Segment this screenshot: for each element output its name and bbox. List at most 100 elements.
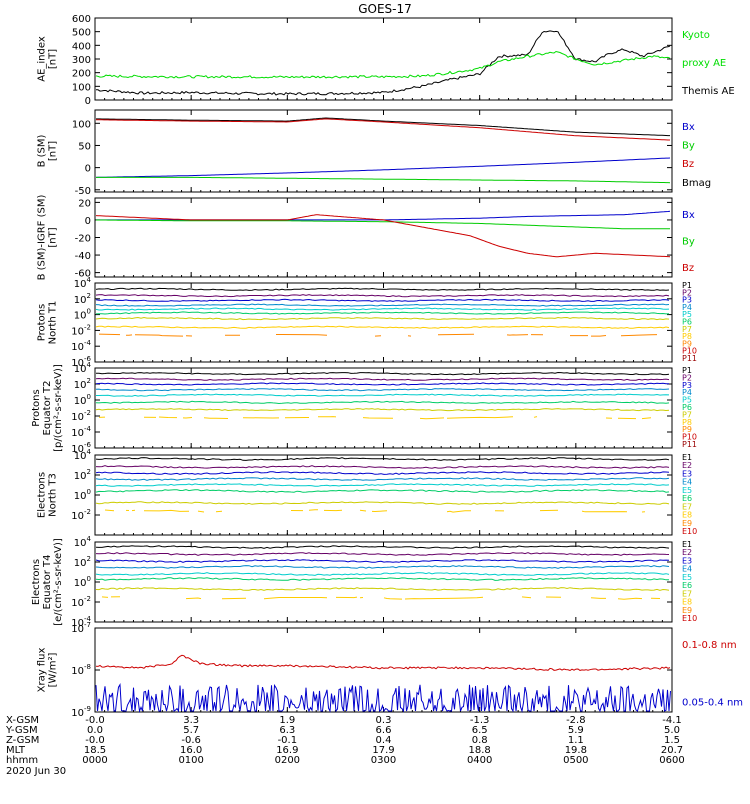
y-axis-label: AE_index	[37, 36, 48, 82]
y-tick-label: 104	[74, 535, 92, 549]
x-row-value: 18.8	[469, 745, 491, 756]
series-line-ae-0	[96, 30, 671, 96]
y-tick-exponent: -2	[84, 409, 91, 417]
legend-protons_n-7: P8	[682, 332, 692, 341]
flux-line-protons_n-6	[95, 316, 670, 321]
flux-line-protons_e-7	[99, 417, 654, 419]
plot-date: 2020 Jun 30	[6, 766, 66, 777]
series-line-bsm-3	[96, 176, 671, 184]
flux-line-electrons_n-4	[95, 483, 670, 487]
x-row-label: Y-GSM	[5, 725, 38, 736]
x-row-value: -4.1	[662, 715, 682, 726]
x-row-value: 6.5	[472, 725, 488, 736]
flux-line-electrons_n-7	[105, 510, 654, 512]
x-row-value: 6.3	[279, 725, 295, 736]
y-tick-exponent: -4	[84, 615, 92, 623]
y-tick-label: 102	[74, 377, 91, 391]
x-row-value: 18.5	[84, 745, 106, 756]
legend-protons_e-0: P1	[682, 366, 692, 375]
y-axis-label: Electrons	[37, 472, 48, 518]
y-tick-label: 300	[72, 55, 91, 66]
flux-line-electrons_n-6	[95, 501, 670, 505]
flux-line-electrons_n-1	[95, 465, 670, 469]
flux-line-electrons_e-7	[101, 596, 661, 600]
flux-line-protons_e-6	[95, 408, 670, 412]
legend-electrons_e-1: E2	[682, 548, 692, 557]
x-row-value: 5.7	[183, 725, 199, 736]
y-tick-label: 10-2	[71, 409, 91, 423]
y-tick-exponent: -9	[84, 705, 91, 713]
y-axis-label: [nT]	[48, 141, 59, 161]
legend-electrons_e-8: E9	[682, 606, 692, 615]
y-tick-exponent: 0	[87, 393, 91, 401]
y-tick-exponent: -7	[84, 621, 91, 629]
flux-line-electrons_e-0	[95, 545, 670, 549]
y-tick-label: 102	[74, 468, 91, 482]
y-tick-label: -40	[75, 251, 91, 262]
y-axis-label: Protons	[31, 389, 42, 426]
y-tick-exponent: 4	[87, 276, 92, 284]
legend-protons_n-3: P4	[682, 303, 692, 312]
y-tick-label: 200	[72, 69, 91, 80]
legend-ae-1: proxy AE	[682, 58, 726, 69]
legend-protons_n-5: P6	[682, 318, 692, 327]
legend-protons_e-5: P6	[682, 403, 692, 412]
y-tick-label: 10-2	[71, 508, 91, 522]
x-row-value: -2.8	[566, 715, 586, 726]
y-tick-exponent: -6	[84, 355, 92, 363]
legend-electrons_n-0: E1	[682, 453, 692, 462]
legend-electrons_e-3: E4	[682, 565, 692, 574]
flux-line-protons_n-3	[95, 303, 670, 307]
y-tick-label: 50	[78, 141, 91, 152]
flux-line-electrons_n-5	[95, 489, 670, 493]
x-row-value: 1.9	[279, 715, 295, 726]
x-row-label: hhmm	[6, 755, 38, 766]
y-tick-label: 400	[72, 41, 91, 52]
plot-title: GOES-17	[358, 2, 412, 16]
y-tick-exponent: 2	[87, 377, 91, 385]
y-tick-label: -20	[75, 234, 91, 245]
legend-protons_n-8: P9	[682, 339, 692, 348]
legend-protons_e-1: P2	[682, 373, 692, 382]
legend-electrons_e-5: E6	[682, 581, 692, 590]
flux-line-protons_e-1	[95, 377, 670, 381]
y-axis-label: [nT]	[48, 227, 59, 247]
legend-electrons_e-2: E3	[682, 556, 692, 565]
x-row-value: -1.3	[470, 715, 490, 726]
legend-electrons_n-5: E6	[682, 494, 692, 503]
x-row-value: -0.0	[85, 715, 105, 726]
y-axis-label: Xray flux	[37, 648, 48, 693]
y-tick-exponent: 0	[87, 308, 91, 316]
y-axis-label: North T3	[48, 473, 59, 517]
legend-protons_n-4: P5	[682, 310, 692, 319]
y-tick-label: 10-2	[71, 595, 91, 609]
y-tick-label: 10-4	[71, 425, 91, 439]
x-row-value: 0.8	[472, 735, 488, 746]
flux-line-protons_e-4	[96, 393, 670, 397]
legend-protons_n-9: P10	[682, 347, 697, 356]
x-row-value: 17.9	[372, 745, 394, 756]
y-tick-label: 102	[74, 292, 91, 306]
flux-line-protons_n-8	[98, 333, 658, 337]
legend-electrons_n-8: E9	[682, 519, 692, 528]
legend-bsm-1: By	[682, 141, 695, 152]
y-tick-exponent: -2	[84, 595, 91, 603]
x-row-value: -0.1	[278, 735, 298, 746]
legend-electrons_n-1: E2	[682, 461, 692, 470]
series-line-bsm_igrf-1	[96, 219, 670, 230]
legend-electrons_e-0: E1	[682, 540, 692, 549]
legend-protons_n-10: P11	[682, 354, 697, 363]
legend-protons_e-2: P3	[682, 381, 692, 390]
x-row-value: 16.0	[180, 745, 202, 756]
y-tick-exponent: -4	[84, 339, 92, 347]
flux-line-electrons_e-4	[95, 572, 670, 576]
y-tick-label: 100	[74, 393, 91, 407]
series-line-ae-1	[95, 50, 671, 79]
series-line-bsm-1	[96, 118, 670, 141]
legend-electrons_n-9: E10	[682, 527, 697, 536]
y-tick-exponent: 2	[87, 468, 91, 476]
y-tick-exponent: -6	[84, 441, 92, 449]
flux-line-protons_e-0	[96, 371, 670, 376]
y-tick-exponent: -8	[84, 663, 91, 671]
